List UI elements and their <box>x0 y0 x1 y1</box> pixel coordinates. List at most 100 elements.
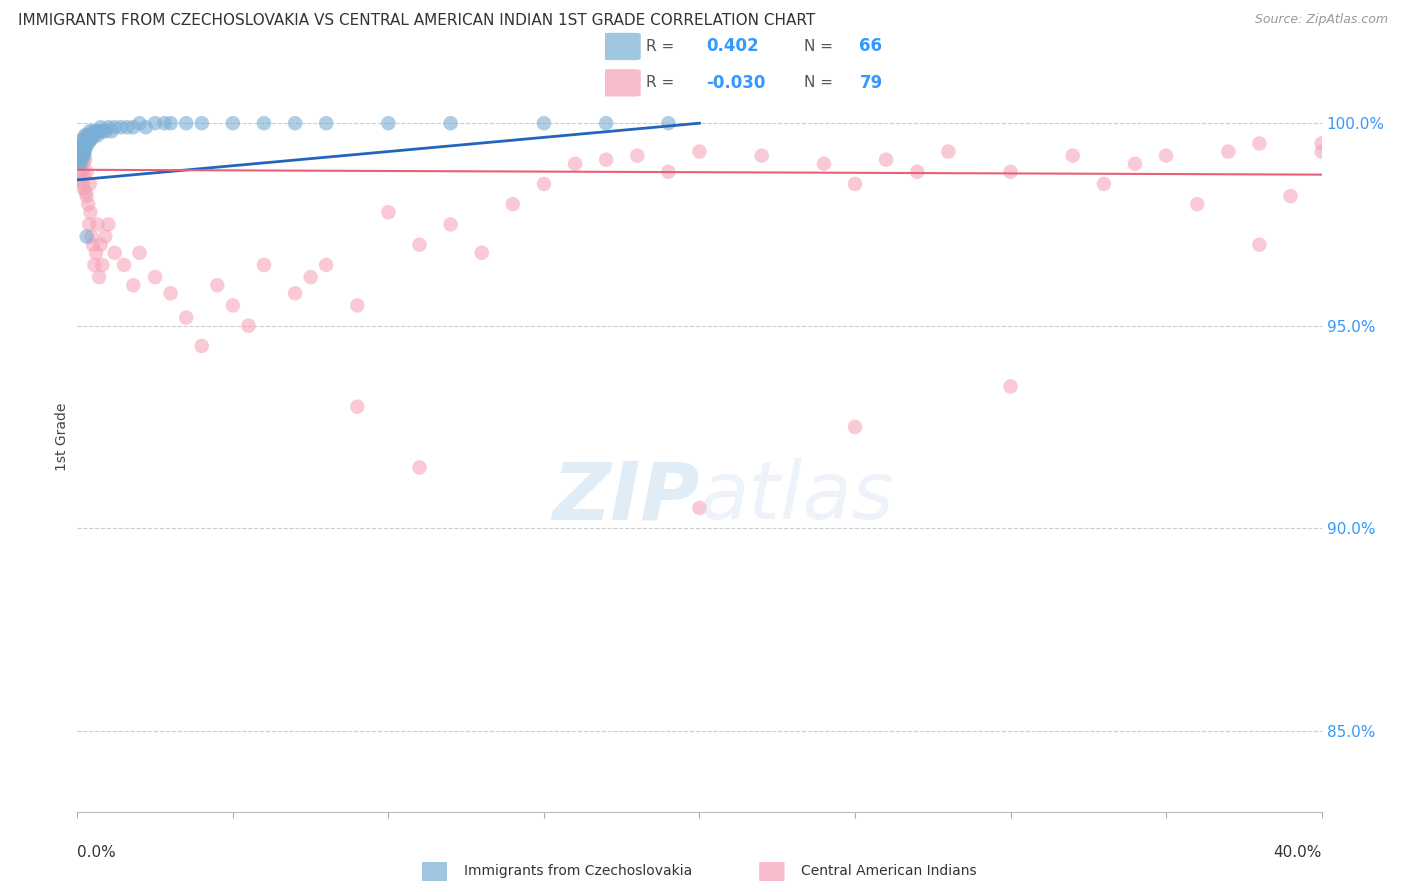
Point <box>1154 148 1177 162</box>
Point <box>875 153 897 167</box>
Point <box>94 229 117 244</box>
Point <box>143 270 166 285</box>
Point <box>70 136 93 151</box>
Point <box>207 278 229 293</box>
Y-axis label: 1st Grade: 1st Grade <box>55 403 69 471</box>
Text: -0.030: -0.030 <box>706 74 766 92</box>
Text: atlas: atlas <box>700 458 894 536</box>
Point <box>191 116 214 130</box>
Point <box>90 120 112 135</box>
Point <box>1000 379 1022 393</box>
Text: N =: N = <box>804 39 834 54</box>
Point <box>75 128 97 143</box>
Point <box>408 460 430 475</box>
Point <box>75 185 97 199</box>
Point <box>1062 148 1084 162</box>
FancyBboxPatch shape <box>603 33 641 60</box>
Point <box>77 136 100 151</box>
Point <box>174 116 197 130</box>
Point <box>1218 145 1240 159</box>
Point <box>135 120 157 135</box>
Point <box>844 177 866 191</box>
Point <box>1310 145 1333 159</box>
Point <box>813 157 835 171</box>
Point <box>87 270 110 285</box>
Point <box>284 116 307 130</box>
Point <box>69 153 91 167</box>
Point <box>1279 189 1302 203</box>
Point <box>91 258 114 272</box>
Point <box>408 237 430 252</box>
Point <box>83 128 105 143</box>
Point <box>70 148 93 162</box>
Point <box>70 165 93 179</box>
Text: 40.0%: 40.0% <box>1274 846 1322 861</box>
Point <box>253 258 276 272</box>
Point <box>97 120 120 135</box>
Point <box>564 157 586 171</box>
Point <box>77 128 100 143</box>
Point <box>75 140 97 154</box>
Point <box>70 140 93 154</box>
Point <box>122 120 145 135</box>
Point <box>1187 197 1209 211</box>
Point <box>1249 136 1271 151</box>
Point <box>346 298 368 312</box>
Point <box>72 181 94 195</box>
Point <box>77 218 100 232</box>
Point <box>76 229 98 244</box>
Point <box>143 116 166 130</box>
Point <box>222 116 245 130</box>
Point <box>100 124 122 138</box>
Point <box>80 132 103 146</box>
Point <box>159 116 181 130</box>
Point <box>689 500 711 515</box>
Point <box>377 116 399 130</box>
Point <box>86 218 108 232</box>
Point <box>77 197 100 211</box>
Point <box>79 177 101 191</box>
Point <box>82 237 104 252</box>
Point <box>315 258 337 272</box>
Text: 0.402: 0.402 <box>706 37 759 55</box>
Point <box>1092 177 1115 191</box>
Text: Immigrants from Czechoslovakia: Immigrants from Czechoslovakia <box>464 864 692 879</box>
Point <box>174 310 197 325</box>
Point <box>70 145 93 159</box>
Point <box>76 136 98 151</box>
Point <box>72 145 94 159</box>
Text: 79: 79 <box>859 74 883 92</box>
Point <box>299 270 322 285</box>
Point <box>440 116 463 130</box>
Point <box>79 124 101 138</box>
Point <box>69 157 91 171</box>
Point <box>69 148 91 162</box>
Point <box>76 189 98 203</box>
Text: Central American Indians: Central American Indians <box>801 864 977 879</box>
Point <box>79 205 101 219</box>
FancyBboxPatch shape <box>759 862 785 881</box>
Point <box>76 128 98 143</box>
Point <box>72 177 94 191</box>
Point <box>595 153 617 167</box>
Point <box>1123 157 1146 171</box>
Point <box>122 278 145 293</box>
Point <box>69 145 91 159</box>
Point <box>1310 136 1333 151</box>
Point <box>80 229 103 244</box>
Point <box>626 148 648 162</box>
Point <box>72 140 94 154</box>
Point <box>69 165 91 179</box>
Point <box>76 132 98 146</box>
Point <box>67 157 90 171</box>
Point <box>1000 165 1022 179</box>
Point <box>79 128 101 143</box>
Point <box>72 136 94 151</box>
Point <box>657 165 679 179</box>
Point <box>70 132 93 146</box>
Point <box>153 116 176 130</box>
Point <box>94 124 117 138</box>
Point <box>75 132 97 146</box>
Point <box>346 400 368 414</box>
Point <box>72 157 94 171</box>
